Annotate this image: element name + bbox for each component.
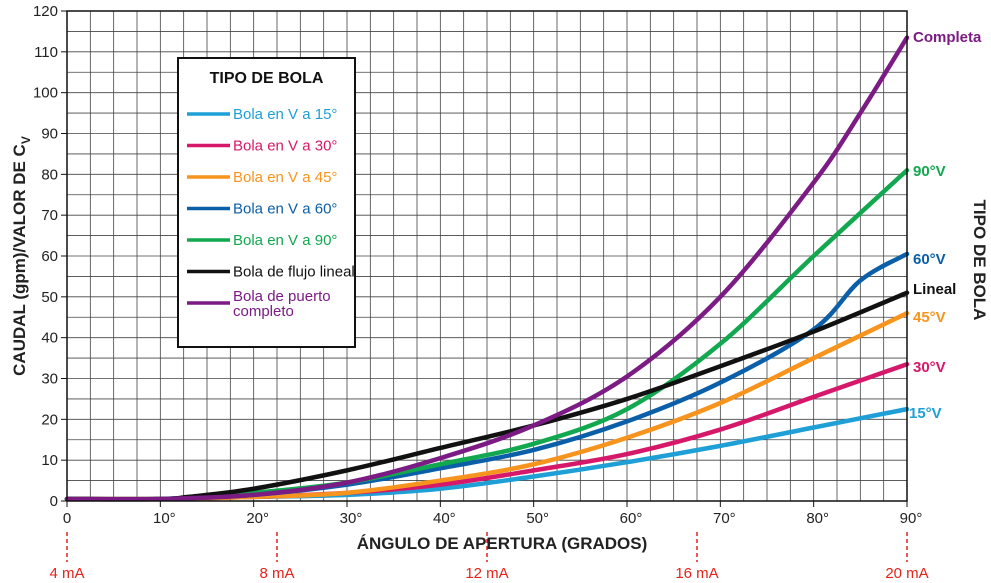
legend-entry: Bola en V a 45°	[233, 169, 337, 186]
ma-marker-label: 16 mA	[675, 565, 718, 582]
x-axis-title: ÁNGULO DE APERTURA (GRADOS)	[357, 534, 648, 553]
x-tick-label: 70°	[713, 510, 736, 527]
legend-entry: Bola de puerto completo	[233, 288, 331, 320]
y-tick-label: 20	[41, 411, 58, 428]
series-end-label: Completa	[913, 29, 982, 46]
y-tick-label: 10	[41, 452, 58, 469]
x-tick-label: 30°	[340, 510, 363, 527]
series-end-label: 45°V	[913, 309, 946, 326]
legend-entry-line2: completo	[233, 303, 294, 320]
y-axis-title: CAUDAL (gpm)/VALOR DE CV	[10, 136, 33, 376]
legend-box	[177, 57, 356, 348]
series-end-label: 90°V	[913, 163, 946, 180]
y-tick-label: 120	[33, 3, 58, 20]
y-axis-title-subscript: V	[19, 136, 33, 144]
legend-entry: Bola en V a 30°	[233, 138, 337, 155]
y-tick-label: 30	[41, 371, 58, 388]
ma-marker-label: 4 mA	[49, 565, 84, 582]
x-tick-label: 50°	[526, 510, 549, 527]
y-tick-label: 90	[41, 126, 58, 143]
series-end-label: 30°V	[913, 359, 946, 376]
x-tick-label: 60°	[620, 510, 643, 527]
x-tick-label: 90°	[900, 510, 923, 527]
y-tick-label: 50	[41, 289, 58, 306]
ma-marker-label: 12 mA	[465, 565, 508, 582]
right-axis-title: TIPO DE BOLA	[970, 200, 989, 321]
legend-entry: Bola en V a 15°	[233, 106, 337, 123]
y-tick-label: 60	[41, 248, 58, 265]
series-end-label: 15°V	[909, 405, 942, 422]
x-tick-label: 80°	[806, 510, 829, 527]
legend-entry-line1: Bola de puerto	[233, 288, 331, 305]
ma-marker-label: 20 mA	[885, 565, 928, 582]
x-tick-label: 10°	[153, 510, 176, 527]
series-line	[64, 35, 910, 502]
y-tick-label: 80	[41, 166, 58, 183]
tick-labels: 0 10 20 30 40 50 60 70 80 90 100 110 120 0 10° 20° 30° 40…	[33, 3, 922, 527]
legend-title: TIPO DE BOLA	[210, 70, 324, 87]
y-tick-label: 100	[33, 85, 58, 102]
legend-entry: Bola de flujo lineal	[233, 264, 355, 281]
legend: TIPO DE BOLA Bola en V a 15°Bola en V a …	[177, 57, 356, 348]
y-axis-title-main: CAUDAL (gpm)/VALOR DE C	[10, 144, 29, 376]
legend-items: Bola en V a 15° Bola en V a 30° Bola en V …	[187, 106, 355, 320]
legend-entry: Bola en V a 60°	[233, 201, 337, 218]
ma-markers: 4 mA 8 mA 12 mA 16 mA 20 mA	[49, 532, 929, 582]
y-tick-label: 40	[41, 330, 58, 347]
series-lines	[64, 35, 910, 502]
legend-entry: Bola en V a 90°	[233, 232, 337, 249]
x-tick-label: 40°	[433, 510, 456, 527]
series-end-label: Lineal	[913, 281, 956, 298]
ma-marker-label: 8 mA	[259, 565, 294, 582]
series-end-label: 60°V	[913, 251, 946, 268]
y-tick-label: 110	[34, 44, 58, 61]
y-tick-label: 70	[41, 207, 58, 224]
x-tick-label: 0	[63, 510, 71, 527]
y-tick-label: 0	[50, 493, 58, 510]
x-tick-label: 20°	[246, 510, 269, 527]
series-end-labels: 15°V 30°V 45°V 60°V 90°V Lineal Completa	[909, 29, 982, 422]
